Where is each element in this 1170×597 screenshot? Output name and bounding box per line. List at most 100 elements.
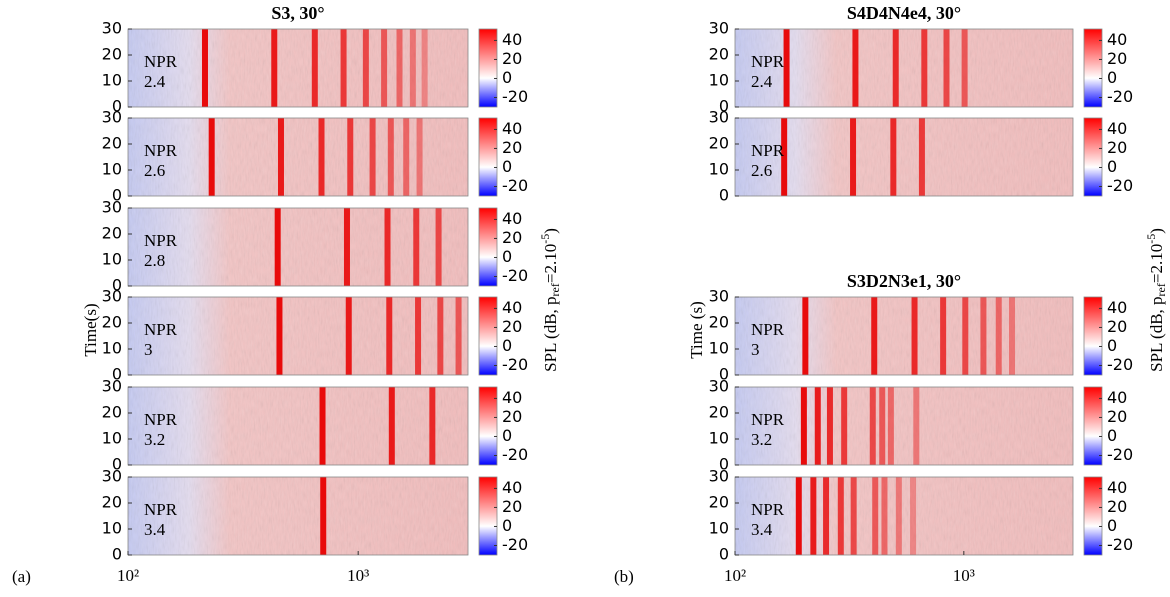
colorbar-tick-label: 40 xyxy=(1107,298,1127,317)
tone-line xyxy=(781,118,788,196)
tone-line xyxy=(852,29,859,107)
tone-line xyxy=(276,297,283,375)
tone-line xyxy=(396,29,403,107)
annotation: NPR xyxy=(751,500,785,519)
colorbar-tick-label: 40 xyxy=(502,209,522,228)
tone-line xyxy=(962,297,969,375)
panel-frame xyxy=(127,207,469,287)
tone-line xyxy=(995,297,1002,375)
panel-title: S3, 30° xyxy=(271,3,324,23)
annotation: 2.4 xyxy=(144,72,166,91)
panel-texture xyxy=(128,118,468,196)
y-tick-label: 0 xyxy=(719,455,729,474)
annotation: 2.4 xyxy=(751,72,773,91)
colorbar-tick-label: 40 xyxy=(502,478,522,497)
tone-line xyxy=(421,29,428,107)
panel-texture xyxy=(735,29,1073,107)
y-tick-label: 20 xyxy=(102,313,122,332)
annotation: 3.2 xyxy=(144,430,165,449)
y-tick-label: 20 xyxy=(709,134,729,153)
y-tick-label: 20 xyxy=(102,45,122,64)
panel-texture xyxy=(128,297,468,375)
colorbar-tick-label: 0 xyxy=(502,336,512,355)
annotation: 3.2 xyxy=(751,430,772,449)
panel-texture xyxy=(128,208,468,286)
colorbar-tick-label: 20 xyxy=(502,317,522,336)
tone-line xyxy=(343,208,350,286)
tone-line xyxy=(872,477,879,555)
label-part: =2.10 xyxy=(541,244,560,283)
tone-line xyxy=(384,208,391,286)
tone-line xyxy=(850,477,857,555)
panel-frame xyxy=(127,117,469,197)
panel-frame xyxy=(127,28,469,108)
tone-line xyxy=(823,477,830,555)
panel xyxy=(735,297,1073,375)
tone-line xyxy=(403,118,410,196)
y-tick-label: 0 xyxy=(112,545,122,564)
panel xyxy=(735,118,1073,196)
colorbar xyxy=(478,28,498,108)
annotation: 2.6 xyxy=(144,161,165,180)
colorbar-tick-label: -20 xyxy=(1107,87,1133,106)
y-tick-label: 30 xyxy=(709,287,729,306)
colorbar-tick-label: -20 xyxy=(502,266,528,285)
tone-line xyxy=(881,477,888,555)
colorbar-tick-label: 0 xyxy=(1107,336,1117,355)
tone-line xyxy=(362,29,369,107)
x-tick-label: 10² xyxy=(724,566,746,585)
colorbar-tick-label: -20 xyxy=(502,176,528,195)
colorbar-tick-label: 20 xyxy=(1107,497,1127,516)
colorbar-tick-label: 40 xyxy=(502,30,522,49)
colorbar xyxy=(1083,28,1103,108)
panel-label: (b) xyxy=(614,567,634,586)
y-tick-label: 30 xyxy=(102,19,122,38)
y-tick-label: 0 xyxy=(112,455,122,474)
colorbar-tick-label: 20 xyxy=(502,407,522,426)
y-tick-label: 0 xyxy=(719,186,729,205)
panel xyxy=(128,118,468,196)
panel-label: (a) xyxy=(12,567,31,586)
tone-line xyxy=(347,118,354,196)
annotation: 3 xyxy=(144,340,153,359)
colorbar xyxy=(1083,476,1103,556)
colorbar-tick-label: -20 xyxy=(1107,535,1133,554)
tone-line xyxy=(319,387,326,465)
colorbar-tick-label: 20 xyxy=(502,138,522,157)
y-tick-label: 30 xyxy=(102,287,122,306)
colorbar-tick-label: 20 xyxy=(1107,407,1127,426)
y-tick-label: 10 xyxy=(709,519,729,538)
tone-line xyxy=(277,118,284,196)
x-tick-label: 10² xyxy=(117,566,139,585)
y-tick-label: 20 xyxy=(102,493,122,512)
x-tick-label: 10³ xyxy=(347,566,369,585)
panel-title: S4D4N4e4, 30° xyxy=(847,3,961,23)
colorbar-tick-label: 40 xyxy=(1107,388,1127,407)
y-axis-label: Time (s) xyxy=(687,301,706,358)
tone-line xyxy=(455,297,462,375)
y-tick-label: 20 xyxy=(102,224,122,243)
colorbar-label: SPL (dB, pref=2.10-5) xyxy=(538,228,562,372)
annotation: NPR xyxy=(144,320,178,339)
tone-line xyxy=(895,477,902,555)
tone-line xyxy=(437,297,444,375)
panel-texture xyxy=(128,29,468,107)
label-part: -5 xyxy=(538,234,552,244)
tone-line xyxy=(810,477,817,555)
tone-line xyxy=(826,387,833,465)
annotation: 2.8 xyxy=(144,251,165,270)
tone-line xyxy=(1009,297,1016,375)
panel xyxy=(128,387,468,465)
y-tick-label: 0 xyxy=(112,186,122,205)
tone-line xyxy=(415,297,422,375)
colorbar xyxy=(1083,386,1103,466)
panel xyxy=(128,208,468,286)
y-tick-label: 10 xyxy=(102,250,122,269)
tone-line xyxy=(416,118,423,196)
tone-line xyxy=(429,387,436,465)
tone-line xyxy=(208,118,215,196)
panel-frame xyxy=(127,476,469,556)
tone-line xyxy=(890,118,897,196)
panel-texture xyxy=(735,477,1073,555)
annotation: NPR xyxy=(144,141,178,160)
